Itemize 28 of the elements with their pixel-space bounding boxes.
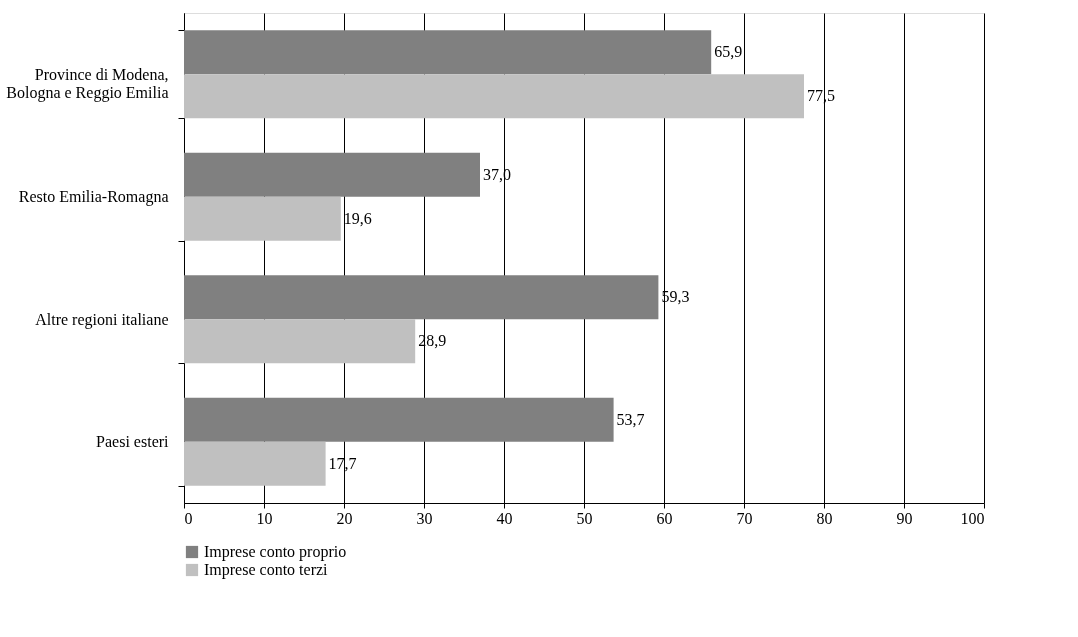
bar bbox=[184, 441, 326, 486]
data-label: 19,6 bbox=[343, 209, 372, 227]
x-tick-label: 30 bbox=[416, 509, 433, 527]
bar bbox=[184, 152, 480, 197]
y-tick-label: Resto Emilia-Romagna bbox=[18, 188, 169, 207]
bar bbox=[184, 275, 659, 320]
bar bbox=[184, 30, 712, 75]
bar bbox=[184, 397, 614, 442]
bar bbox=[184, 319, 416, 364]
data-label: 53,7 bbox=[616, 410, 645, 428]
x-tick-label: 60 bbox=[656, 509, 673, 527]
bar bbox=[184, 196, 341, 241]
x-tick-label: 50 bbox=[576, 509, 593, 527]
x-tick-label: 100 bbox=[960, 509, 985, 527]
x-tick-label: 80 bbox=[816, 509, 833, 527]
x-tick-label: 40 bbox=[496, 509, 513, 527]
x-tick-label: 90 bbox=[896, 509, 913, 527]
x-tick-label: 0 bbox=[184, 509, 193, 527]
legend-label: Imprese conto terzi bbox=[204, 561, 329, 579]
legend-label: Imprese conto proprio bbox=[204, 543, 347, 561]
y-tick-label: Altre regioni italiane bbox=[35, 310, 169, 329]
data-label: 65,9 bbox=[714, 43, 743, 61]
x-tick-label: 20 bbox=[336, 509, 353, 527]
bar bbox=[184, 74, 804, 119]
y-tick-label: Paesi esteri bbox=[96, 433, 170, 451]
x-tick-label: 10 bbox=[256, 509, 273, 527]
y-tick-label: Province di Modena, Bologna e Reggio Emilia bbox=[6, 65, 169, 102]
x-tick-label: 70 bbox=[736, 509, 753, 527]
